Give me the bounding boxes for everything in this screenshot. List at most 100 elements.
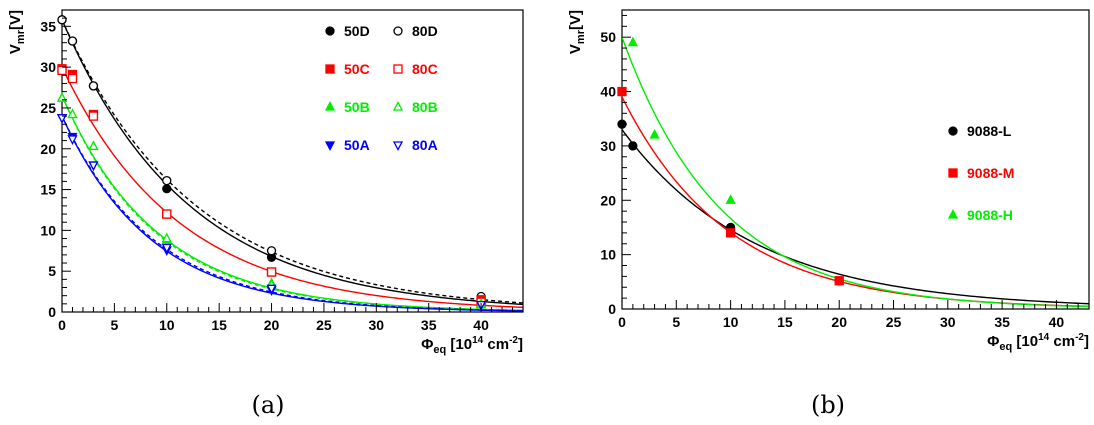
panel-a: 0 5 10 15 20 25 30 35 40 0 5 10 15 20 25 30 35 50D 80D 50C… [7, 9, 524, 419]
legend-label-80D: 80D [412, 23, 438, 39]
y-tick-label: 20 [600, 192, 616, 208]
plot-frame-a [61, 9, 524, 313]
data-point-80D [88, 81, 99, 91]
legend-marker-80C [393, 64, 403, 74]
x-tick-label: 25 [316, 317, 332, 333]
x-axis-unit-a: [10 [446, 336, 472, 353]
x-axis-unit-sup1-b: 14 [1038, 332, 1050, 343]
x-tick-label: 40 [1049, 314, 1065, 330]
y-tick-label: 25 [40, 100, 56, 116]
y-tick-label: 30 [40, 59, 56, 75]
legend-marker-50A [324, 141, 336, 151]
x-tick-label: 15 [777, 314, 793, 330]
fit-curve-50D [62, 19, 523, 306]
x-axis-unit-cm-b: cm [1049, 333, 1075, 350]
caption-b: (b) [811, 391, 845, 419]
fit-curve-9088-L [622, 129, 1089, 305]
fit-curve-50B [62, 95, 523, 311]
x-tick-label: 30 [369, 317, 385, 333]
fit-curve-9088-H [622, 36, 1089, 308]
caption-a: (a) [251, 391, 284, 419]
data-point-80B [161, 232, 172, 243]
y-axis-symbol-a: V [7, 44, 24, 54]
y-tick-label: 40 [600, 84, 616, 100]
y-tick-label: 50 [600, 29, 616, 45]
y-axis-subscript-a: mr [15, 29, 27, 44]
fit-curve-80B [62, 95, 523, 312]
data-point-80D [57, 15, 67, 25]
legend-marker-9088-M [948, 168, 958, 178]
y-tick-label: 5 [48, 263, 56, 279]
x-tick-label: 5 [110, 317, 118, 333]
y-tick-label: 15 [40, 182, 56, 198]
x-axis-unit-b: [10 [1012, 333, 1038, 350]
y-tick-label: 0 [608, 301, 616, 317]
data-point-80B [67, 108, 78, 119]
x-tick-label: 0 [58, 317, 66, 333]
data-point-9088-H [649, 129, 660, 139]
y-tick-label: 10 [40, 222, 56, 238]
x-axis-unit-close-b: ] [1084, 333, 1089, 350]
x-tick-label: 25 [886, 314, 902, 330]
legend-label-50D: 50D [344, 23, 370, 39]
y-tick-label: 35 [40, 18, 56, 34]
data-point-80A [67, 135, 78, 145]
x-tick-label: 0 [618, 314, 626, 330]
legend-label-80C: 80C [412, 61, 438, 77]
fit-curve-80A [62, 115, 523, 312]
x-axis-title-b: Φeq [1014 cm-2] [987, 332, 1089, 353]
y-tick-label: 10 [600, 247, 616, 263]
fit-curve-80D [62, 19, 523, 304]
data-point-80B [88, 140, 99, 150]
x-tick-label: 35 [994, 314, 1010, 330]
x-axis-title-a: Φeq [1014 cm-2] [421, 335, 523, 356]
y-axis-subscript-b: mr [575, 29, 587, 44]
legend-marker-50B [324, 101, 336, 111]
data-point-9088-H [725, 194, 736, 204]
x-tick-label: 35 [421, 317, 437, 333]
x-axis-symbol-b: Φ [987, 333, 999, 350]
plot-frame-b [621, 9, 1090, 310]
data-point-80A [56, 114, 68, 124]
data-point-80C [162, 209, 172, 219]
y-tick-label: 20 [40, 141, 56, 157]
y-axis-symbol-b: V [567, 44, 584, 54]
x-tick-label: 20 [831, 314, 847, 330]
data-point-50D [162, 184, 172, 194]
legend-marker-80D [393, 26, 403, 36]
x-axis-unit-sup2-b: -2 [1075, 332, 1084, 343]
x-axis-subscript-b: eq [999, 341, 1012, 353]
y-axis-title-b: Vmr[V] [567, 10, 587, 54]
data-point-80A [266, 284, 277, 295]
data-point-9088-H [627, 36, 638, 47]
x-tick-label: 15 [211, 317, 227, 333]
legend-label-9088-L: 9088-L [967, 123, 1012, 139]
legend-label-80B: 80B [412, 99, 438, 115]
legend-marker-9088-L [948, 126, 958, 136]
x-axis-unit-sup2-a: -2 [509, 335, 518, 346]
x-tick-label: 10 [723, 314, 739, 330]
x-axis-unit-cm-a: cm [483, 336, 509, 353]
data-point-80C [67, 73, 78, 84]
panel-b: 0 5 10 15 20 25 30 35 40 0 10 20 30 40 50 9088-L 9088-M… [567, 9, 1090, 419]
legend-label-9088-H: 9088-H [967, 207, 1013, 223]
y-tick-label: 30 [600, 138, 616, 154]
legend-b: 9088-L 9088-M 9088-H [947, 123, 1014, 223]
y-tick-label: 0 [48, 304, 56, 320]
y-axis-unit-a: [V] [7, 10, 24, 30]
data-point-80D [162, 175, 172, 186]
legend-label-50A: 50A [344, 137, 370, 153]
data-point-80A [161, 243, 172, 254]
data-point-9088-M [834, 276, 844, 286]
fit-curve-50C [62, 66, 523, 309]
data-point-80D [266, 246, 277, 256]
y-axis-title-a: Vmr[V] [7, 10, 27, 54]
legend-label-80A: 80A [412, 137, 438, 153]
x-axis-symbol-a: Φ [421, 336, 433, 353]
x-tick-label: 5 [672, 314, 680, 330]
data-points-b [617, 36, 844, 286]
data-point-80C [88, 111, 99, 121]
data-point-80B [56, 92, 68, 102]
legend-marker-9088-H [947, 209, 959, 219]
